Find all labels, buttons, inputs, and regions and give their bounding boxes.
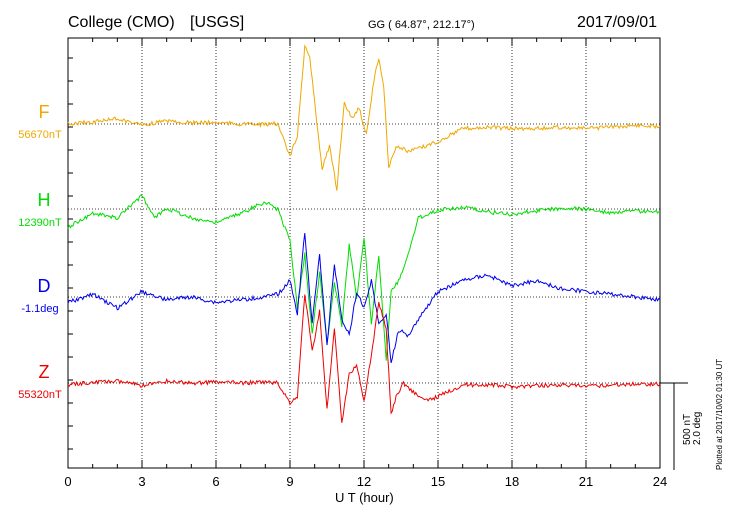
- series-line-h: [67, 194, 660, 361]
- x-tick-label: 12: [357, 474, 371, 489]
- grid-lines: [68, 38, 660, 468]
- x-tick-labels: 0 3 6 9 12 15 18 21 24: [64, 474, 667, 489]
- chart-title: College (CMO): [68, 14, 175, 31]
- coordinates-label: GG ( 64.87°, 212.17°): [368, 19, 475, 31]
- x-tick-label: 3: [138, 474, 145, 489]
- x-tick-label: 21: [579, 474, 593, 489]
- series-baseline-h: 12390nT: [18, 217, 62, 229]
- series-name-d: D: [38, 276, 51, 296]
- series-baseline-f: 56670nT: [18, 129, 62, 141]
- x-tick-label: 9: [286, 474, 293, 489]
- series-baseline-z: 55320nT: [18, 389, 62, 401]
- x-tick-label: 18: [505, 474, 519, 489]
- x-tick-label: 24: [653, 474, 667, 489]
- series-line-f: [67, 44, 661, 191]
- series-name-f: F: [39, 102, 50, 122]
- series-traces: [67, 44, 661, 423]
- series-baseline-d: -1.1deg: [21, 303, 58, 315]
- x-tick-label: 6: [212, 474, 219, 489]
- series-name-h: H: [38, 190, 51, 210]
- plot-frame: [67, 37, 661, 469]
- series-name-z: Z: [39, 362, 50, 382]
- series-labels: F 56670nT H 12390nT D -1.1deg Z 55320nT: [18, 102, 62, 401]
- x-axis-label: U T (hour): [335, 490, 394, 505]
- plotted-timestamp: Plotted at 2017/10/02 01:30 UT: [715, 359, 724, 470]
- x-tick-marks: [67, 38, 661, 468]
- scale-deg-label: 2.0 deg: [692, 412, 703, 445]
- network-label: [USGS]: [190, 14, 244, 31]
- x-tick-label: 15: [431, 474, 445, 489]
- x-tick-label: 0: [64, 474, 71, 489]
- series-line-d: [67, 232, 661, 364]
- date-label: 2017/09/01: [577, 14, 657, 31]
- series-line-z: [67, 294, 661, 423]
- scale-nt-label: 500 nT: [682, 414, 693, 445]
